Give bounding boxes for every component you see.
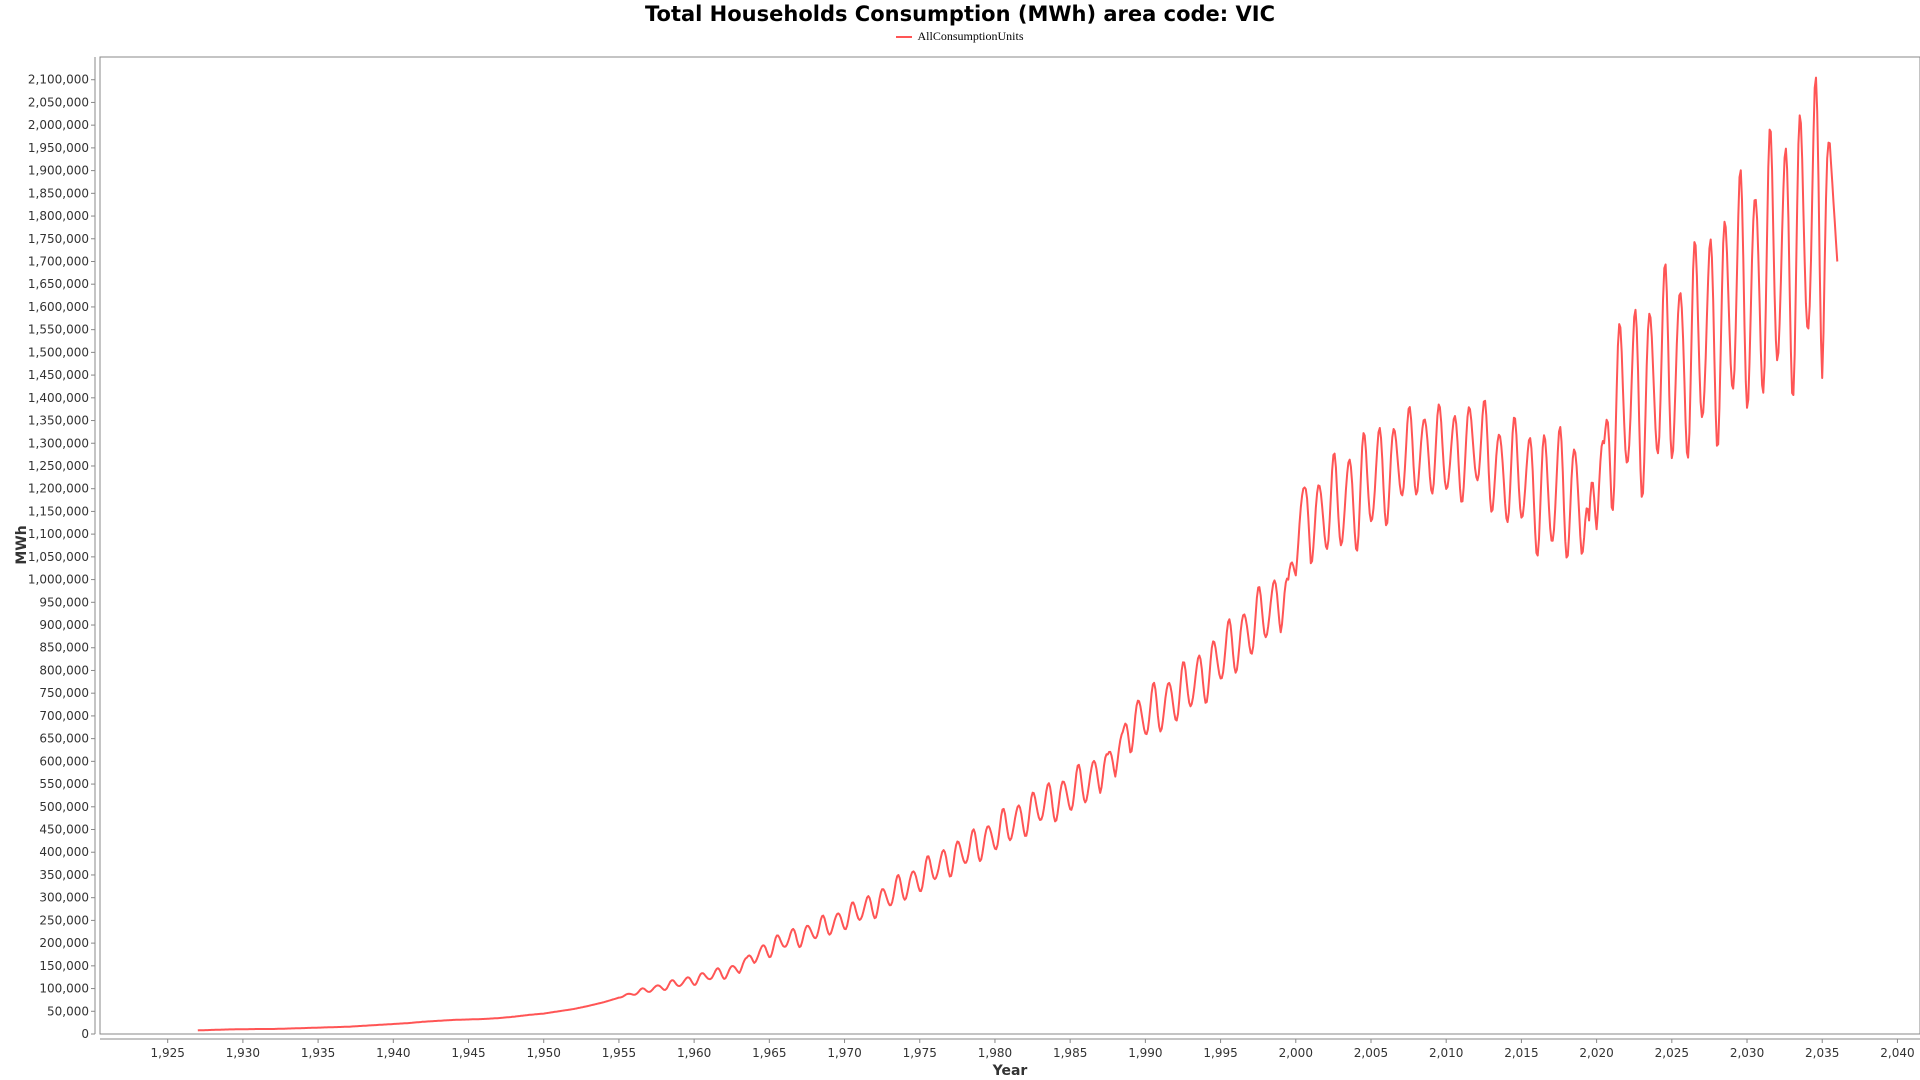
y-tick-label: 600,000 [39, 754, 89, 768]
x-tick-label: 2,015 [1504, 1046, 1538, 1060]
y-tick-label: 650,000 [39, 732, 89, 746]
y-tick-label: 2,050,000 [28, 95, 89, 109]
series-line [197, 76, 1839, 1032]
x-tick-label: 2,040 [1880, 1046, 1914, 1060]
x-tick-label: 2,000 [1279, 1046, 1313, 1060]
y-tick-label: 150,000 [39, 959, 89, 973]
y-tick-label: 1,050,000 [28, 550, 89, 564]
legend: AllConsumptionUnits [0, 29, 1920, 44]
x-tick-label: 1,960 [677, 1046, 711, 1060]
x-tick-label: 1,980 [978, 1046, 1012, 1060]
x-tick-label: 1,990 [1128, 1046, 1162, 1060]
y-tick-label: 1,850,000 [28, 186, 89, 200]
x-tick-label: 1,970 [827, 1046, 861, 1060]
y-tick-label: 1,400,000 [28, 391, 89, 405]
x-tick-label: 2,035 [1805, 1046, 1839, 1060]
x-ticks: 1,925 1,930 1,935 1,940 1,945 1,950 1,955 1,960… [151, 1039, 1915, 1060]
x-tick-label: 1,955 [602, 1046, 636, 1060]
y-tick-label: 400,000 [39, 845, 89, 859]
y-tick-label: 1,150,000 [28, 504, 89, 518]
x-tick-label: 1,940 [376, 1046, 410, 1060]
y-tick-label: 350,000 [39, 868, 89, 882]
legend-swatch [896, 36, 913, 39]
y-tick-label: 1,550,000 [28, 323, 89, 337]
y-tick-label: 750,000 [39, 686, 89, 700]
x-tick-label: 1,985 [1053, 1046, 1087, 1060]
y-tick-label: 1,300,000 [28, 436, 89, 450]
x-tick-label: 1,925 [151, 1046, 185, 1060]
y-tick-label: 550,000 [39, 777, 89, 791]
y-tick-label: 1,100,000 [28, 527, 89, 541]
y-tick-label: 1,200,000 [28, 482, 89, 496]
y-tick-label: 700,000 [39, 709, 89, 723]
x-tick-label: 2,025 [1655, 1046, 1689, 1060]
y-tick-label: 500,000 [39, 800, 89, 814]
y-tick-label: 1,350,000 [28, 414, 89, 428]
y-tick-label: 100,000 [39, 982, 89, 996]
x-axis-title: Year [992, 1063, 1028, 1079]
y-tick-label: 450,000 [39, 823, 89, 837]
x-tick-label: 1,945 [451, 1046, 485, 1060]
x-tick-label: 2,010 [1429, 1046, 1463, 1060]
y-tick-label: 1,700,000 [28, 254, 89, 268]
y-tick-label: 200,000 [39, 936, 89, 950]
y-tick-label: 850,000 [39, 641, 89, 655]
y-tick-label: 1,800,000 [28, 209, 89, 223]
x-tick-label: 1,935 [301, 1046, 335, 1060]
y-tick-label: 300,000 [39, 891, 89, 905]
x-tick-label: 1,965 [752, 1046, 786, 1060]
legend-label: AllConsumptionUnits [917, 29, 1024, 43]
y-tick-label: 50,000 [47, 1004, 89, 1018]
plot-area [99, 56, 1920, 1035]
y-tick-label: 0 [81, 1027, 89, 1041]
y-tick-label: 1,950,000 [28, 141, 89, 155]
series-group [197, 76, 1839, 1032]
y-tick-label: 1,650,000 [28, 277, 89, 291]
y-tick-label: 1,750,000 [28, 232, 89, 246]
x-tick-label: 1,975 [903, 1046, 937, 1060]
x-tick-label: 1,995 [1203, 1046, 1237, 1060]
y-tick-label: 250,000 [39, 913, 89, 927]
x-tick-label: 2,020 [1579, 1046, 1613, 1060]
y-tick-label: 1,900,000 [28, 164, 89, 178]
y-tick-label: 2,000,000 [28, 118, 89, 132]
x-tick-label: 2,005 [1354, 1046, 1388, 1060]
x-tick-label: 1,950 [527, 1046, 561, 1060]
x-tick-label: 2,030 [1730, 1046, 1764, 1060]
y-tick-label: 1,000,000 [28, 573, 89, 587]
y-tick-label: 800,000 [39, 663, 89, 677]
chart-title: Total Households Consumption (MWh) area … [645, 2, 1275, 26]
y-tick-label: 950,000 [39, 595, 89, 609]
y-tick-label: 1,450,000 [28, 368, 89, 382]
y-tick-label: 900,000 [39, 618, 89, 632]
y-axis-title: MWh [14, 525, 30, 564]
x-tick-label: 1,930 [226, 1046, 260, 1060]
y-tick-label: 1,250,000 [28, 459, 89, 473]
y-tick-label: 2,100,000 [28, 73, 89, 87]
y-ticks: 0 50,000 100,000 150,000 200,000 250,000 300,0… [28, 73, 95, 1041]
y-tick-label: 1,600,000 [28, 300, 89, 314]
y-tick-label: 1,500,000 [28, 345, 89, 359]
